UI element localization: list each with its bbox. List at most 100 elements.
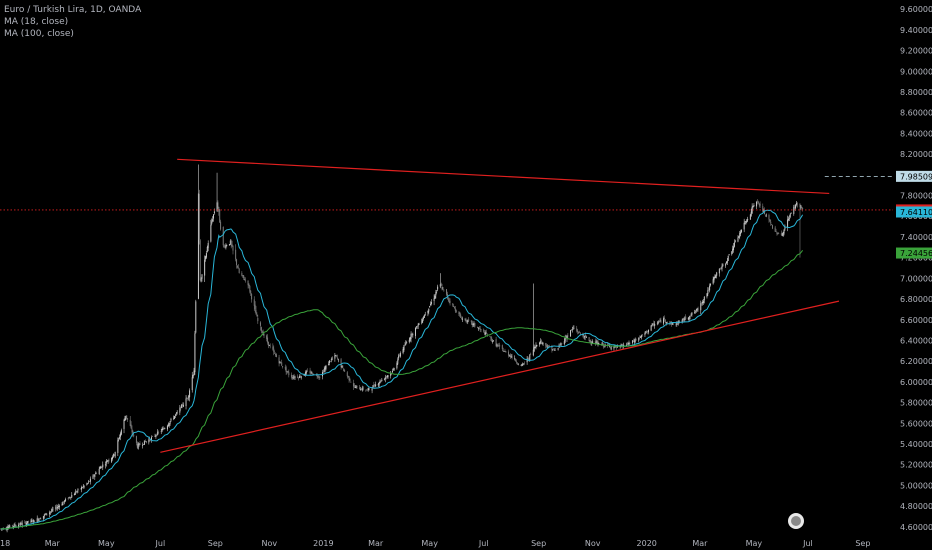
candle (259, 321, 261, 331)
candle (781, 233, 783, 236)
candle (223, 244, 225, 248)
candle (533, 344, 535, 353)
candle (553, 348, 555, 350)
y-tick-label: 4.80000 (900, 502, 932, 511)
candle (523, 361, 525, 366)
x-tick-label: May (421, 539, 438, 548)
candle (77, 488, 79, 493)
candle (541, 341, 543, 345)
candle (577, 328, 579, 335)
candle (201, 274, 203, 282)
candle (434, 294, 436, 299)
candle (446, 291, 448, 300)
candle (576, 325, 578, 333)
price-tag-text: 7.98509 (900, 172, 932, 181)
candle (181, 402, 183, 409)
candle (323, 366, 325, 373)
candle (764, 214, 766, 218)
candle (765, 213, 767, 218)
candle (391, 368, 393, 373)
candle (131, 425, 133, 435)
candle (721, 263, 723, 272)
candle (284, 364, 286, 371)
candle (470, 320, 472, 325)
legend-symbol[interactable]: Euro / Turkish Lira, 1D, OANDA (4, 5, 142, 15)
candle (647, 329, 649, 335)
candle (641, 334, 643, 337)
candle (261, 330, 263, 333)
candle (260, 326, 262, 334)
candle (266, 334, 268, 342)
chart-legend: Euro / Turkish Lira, 1D, OANDA MA (18, c… (4, 4, 141, 40)
candle (298, 377, 300, 381)
candle (598, 342, 600, 345)
y-tick-label: 8.20000 (900, 150, 932, 159)
candle (732, 245, 734, 254)
candle (564, 334, 566, 344)
candle (274, 350, 276, 354)
candle (435, 289, 437, 299)
candle (117, 437, 119, 457)
candle (297, 374, 299, 379)
candle (211, 218, 213, 226)
y-tick-label: 6.40000 (900, 336, 932, 345)
candle (657, 320, 659, 325)
candle (691, 312, 693, 317)
candle (111, 457, 113, 464)
candle (570, 329, 572, 338)
candle (228, 243, 230, 246)
candle (734, 239, 736, 243)
candle (312, 372, 314, 375)
candle (63, 501, 65, 503)
candle (112, 455, 114, 461)
time-axis[interactable]: 18 Mar May Jul Sep Nov 2019 Mar May Jul Sep Nov 2020… (0, 539, 870, 548)
candle (19, 521, 21, 526)
trendline-lower[interactable] (160, 300, 840, 453)
candle (236, 258, 238, 269)
legend-ma-slow[interactable]: MA (100, close) (4, 29, 74, 39)
candle (306, 369, 308, 375)
candle (212, 216, 214, 223)
candle (130, 421, 132, 430)
candle (741, 229, 743, 233)
candle (185, 395, 187, 410)
tradingview-logo-icon[interactable] (788, 513, 804, 529)
candle (690, 313, 692, 316)
candle (572, 325, 574, 330)
candle (588, 336, 590, 342)
candle (247, 280, 249, 289)
candle (787, 215, 789, 232)
candle (749, 213, 751, 220)
candle (702, 298, 704, 305)
candle (583, 334, 585, 339)
candle (34, 520, 36, 523)
candle (99, 466, 101, 469)
candle (257, 314, 259, 324)
candle (204, 255, 206, 282)
candle (731, 251, 733, 256)
candle (329, 360, 331, 362)
trendline-upper[interactable] (177, 158, 830, 195)
candle (349, 377, 351, 382)
candle (37, 517, 39, 522)
candle (145, 441, 147, 444)
candle (694, 310, 696, 314)
candle (106, 459, 108, 463)
candle (322, 369, 324, 374)
candle (366, 389, 368, 391)
price-axis[interactable]: 9.60000 9.40000 9.20000 9.00000 8.80000 8.600… (900, 5, 932, 532)
candle (433, 294, 435, 306)
candle (459, 311, 461, 318)
candle (429, 305, 431, 308)
candle (334, 352, 336, 362)
candle (58, 504, 60, 510)
candle (666, 321, 668, 324)
candle (61, 502, 63, 506)
candle (337, 354, 339, 361)
legend-ma-fast[interactable]: MA (18, close) (4, 17, 69, 27)
candle (744, 220, 746, 225)
candle (412, 332, 414, 338)
candle (87, 482, 89, 485)
candle (417, 322, 419, 330)
